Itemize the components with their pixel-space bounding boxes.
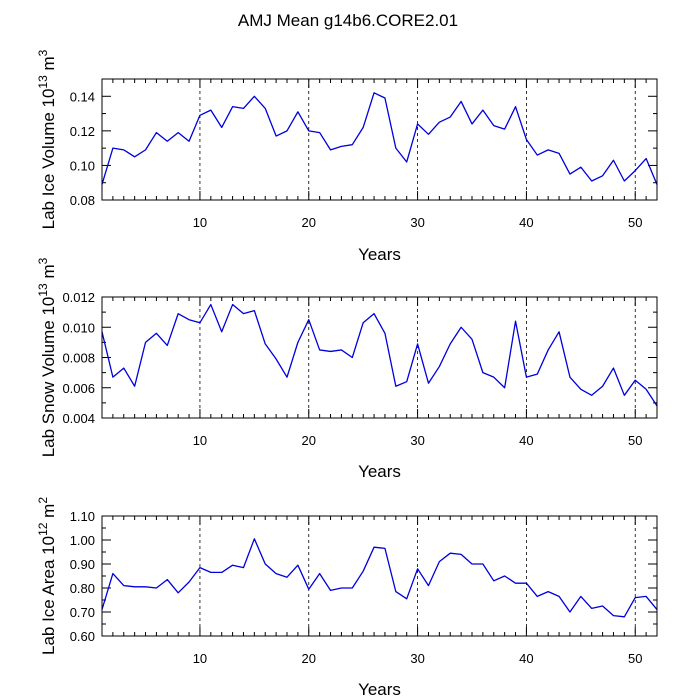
y-tick-label: 1.10 <box>70 509 95 524</box>
chart-panel-2: 10 20 30 40 50 0.004 0.006 0.008 0.010 0.012 Years… <box>36 257 658 481</box>
x-tick-label: 40 <box>519 651 533 666</box>
y-tick-label: 0.10 <box>70 158 95 173</box>
series-line <box>101 538 658 618</box>
x-axis-label: Years <box>358 462 401 481</box>
x-axis-label: Years <box>358 680 401 696</box>
x-tick-label: 20 <box>302 651 316 666</box>
x-tick-label: 10 <box>193 433 207 448</box>
x-tick-label: 10 <box>193 215 207 230</box>
x-tick-label: 40 <box>519 215 533 230</box>
plot-frame <box>101 515 658 637</box>
y-tick-label: 0.90 <box>70 557 95 572</box>
x-tick-label: 50 <box>628 651 642 666</box>
x-tick-label: 50 <box>628 215 642 230</box>
y-tick-label: 0.14 <box>70 89 95 104</box>
plot-frame <box>101 296 658 419</box>
y-tick-label: 0.006 <box>62 381 95 396</box>
x-tick-label: 10 <box>193 651 207 666</box>
x-tick-label: 30 <box>410 215 424 230</box>
plot-frame <box>101 78 658 201</box>
x-tick-label: 30 <box>410 651 424 666</box>
x-axis-label: Years <box>358 245 401 264</box>
y-tick-label: 0.004 <box>62 411 95 426</box>
x-tick-label: 50 <box>628 433 642 448</box>
series-line <box>101 303 658 407</box>
y-tick-label: 0.80 <box>70 581 95 596</box>
panels: 10 20 30 40 50 0.08 0.10 0.12 0.14 Years Lab Ice V… <box>36 49 658 696</box>
series-line <box>101 92 658 185</box>
y-tick-label: 0.60 <box>70 629 95 644</box>
y-tick-label: 1.00 <box>70 533 95 548</box>
y-tick-label: 0.70 <box>70 605 95 620</box>
chart-panel-3: 10 20 30 40 50 0.60 0.70 0.80 0.90 1.00 1.10 Years L… <box>36 497 658 696</box>
x-tick-label: 20 <box>302 215 316 230</box>
x-tick-label: 30 <box>410 433 424 448</box>
y-axis-label: Lab Ice Area 1012 m2 <box>36 497 58 655</box>
x-tick-label: 20 <box>302 433 316 448</box>
y-tick-label: 0.012 <box>62 290 95 305</box>
y-tick-label: 0.010 <box>62 320 95 335</box>
y-tick-label: 0.12 <box>70 124 95 139</box>
y-axis-label: Lab Ice Volume 1013 m3 <box>36 49 58 229</box>
x-tick-label: 40 <box>519 433 533 448</box>
figure-title: AMJ Mean g14b6.CORE2.01 <box>238 11 458 30</box>
y-tick-label: 0.08 <box>70 193 95 208</box>
chart-panel-1: 10 20 30 40 50 0.08 0.10 0.12 0.14 Years Lab Ice V… <box>36 49 658 264</box>
y-tick-label: 0.008 <box>62 351 95 366</box>
y-axis-label: Lab Snow Volume 1013 m3 <box>36 257 58 457</box>
